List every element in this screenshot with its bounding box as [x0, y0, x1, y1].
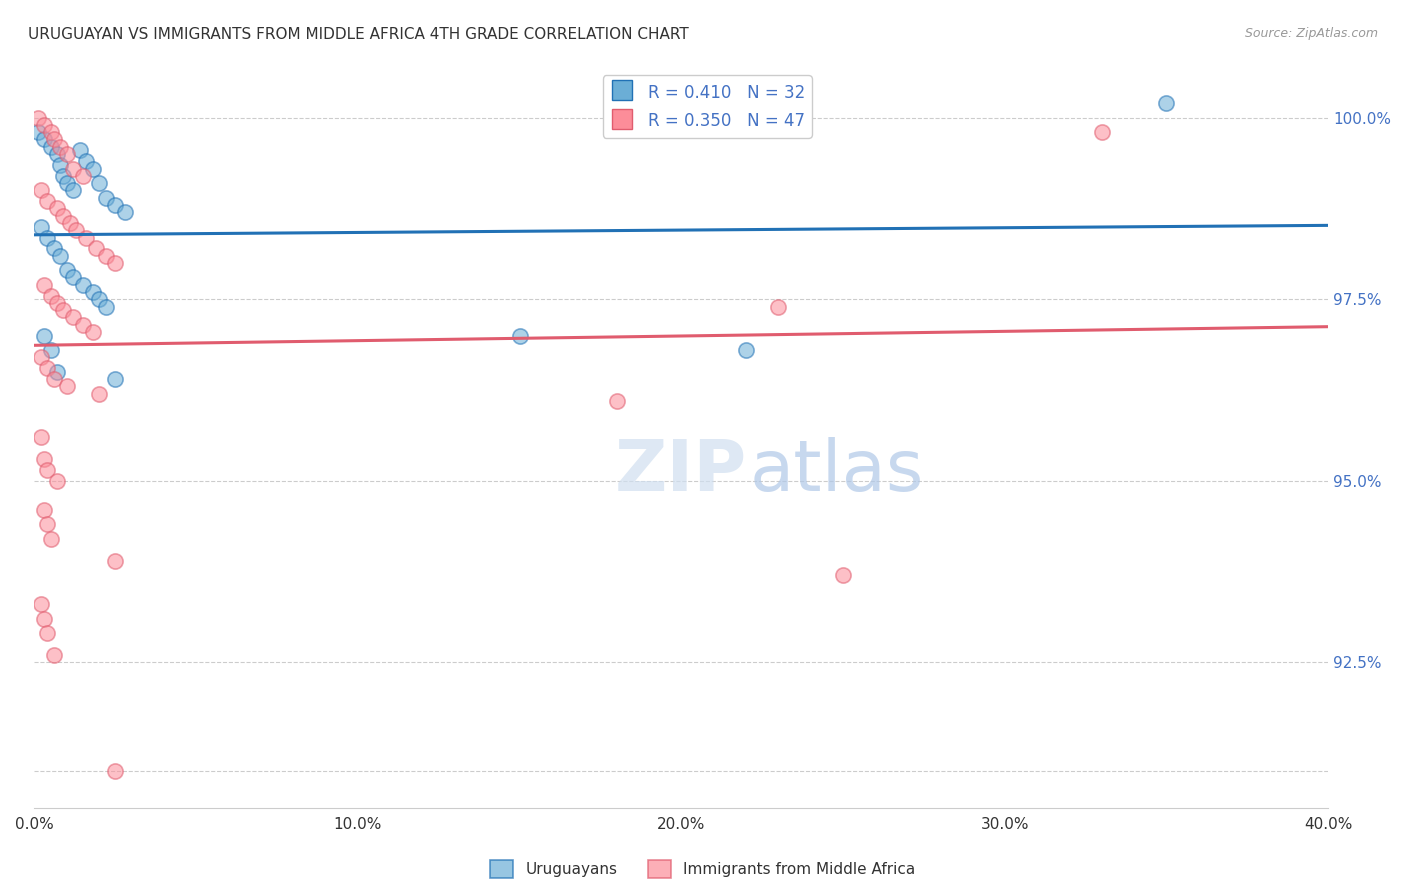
Point — [55, 147, 77, 161]
Point — [65, 223, 87, 237]
Point — [55, 263, 77, 277]
Point — [30, 351, 52, 365]
Point — [114, 205, 136, 219]
Point — [72, 318, 94, 332]
Point — [69, 144, 91, 158]
Text: URUGUAYAN VS IMMIGRANTS FROM MIDDLE AFRICA 4TH GRADE CORRELATION CHART: URUGUAYAN VS IMMIGRANTS FROM MIDDLE AFRI… — [28, 27, 689, 42]
Point — [37, 463, 59, 477]
Point — [32, 328, 55, 343]
Text: atlas: atlas — [749, 436, 924, 506]
Point — [104, 554, 127, 568]
Point — [37, 626, 59, 640]
Point — [32, 503, 55, 517]
Point — [37, 517, 59, 532]
Legend: R = 0.410   N = 32, R = 0.350   N = 47: R = 0.410 N = 32, R = 0.350 N = 47 — [603, 76, 811, 137]
Point — [94, 249, 117, 263]
Point — [509, 328, 531, 343]
Point — [39, 532, 62, 546]
Point — [82, 285, 104, 299]
Point — [37, 230, 59, 244]
Point — [32, 452, 55, 467]
Point — [52, 303, 75, 318]
Point — [104, 764, 127, 779]
Point — [46, 202, 69, 216]
Point — [87, 386, 110, 401]
Point — [46, 296, 69, 310]
Point — [104, 372, 127, 386]
Point — [768, 300, 790, 314]
Point — [1091, 125, 1114, 139]
Point — [30, 430, 52, 444]
Point — [104, 256, 127, 270]
Point — [32, 612, 55, 626]
Text: ZIP: ZIP — [616, 436, 748, 506]
Point — [27, 111, 49, 125]
Point — [59, 216, 82, 230]
Point — [1156, 96, 1178, 111]
Point — [82, 325, 104, 339]
Point — [75, 230, 97, 244]
Point — [52, 209, 75, 223]
Point — [87, 176, 110, 190]
Point — [84, 242, 107, 256]
Point — [46, 474, 69, 488]
Point — [52, 169, 75, 183]
Point — [49, 158, 72, 172]
Point — [55, 176, 77, 190]
Point — [46, 365, 69, 379]
Point — [94, 300, 117, 314]
Point — [42, 372, 65, 386]
Text: Source: ZipAtlas.com: Source: ZipAtlas.com — [1244, 27, 1378, 40]
Point — [75, 154, 97, 169]
Point — [735, 343, 758, 358]
Legend: Uruguayans, Immigrants from Middle Africa: Uruguayans, Immigrants from Middle Afric… — [484, 854, 922, 884]
Point — [32, 277, 55, 292]
Point — [27, 125, 49, 139]
Point — [87, 293, 110, 307]
Point — [39, 343, 62, 358]
Point — [39, 125, 62, 139]
Point — [62, 183, 84, 197]
Point — [49, 140, 72, 154]
Point — [39, 288, 62, 302]
Point — [94, 191, 117, 205]
Point — [37, 361, 59, 376]
Point — [32, 118, 55, 132]
Point — [606, 394, 628, 409]
Point — [55, 379, 77, 393]
Point — [42, 242, 65, 256]
Point — [82, 161, 104, 176]
Point — [42, 132, 65, 146]
Point — [72, 169, 94, 183]
Point — [49, 249, 72, 263]
Point — [62, 270, 84, 285]
Point — [30, 219, 52, 234]
Point — [62, 161, 84, 176]
Point — [104, 198, 127, 212]
Point — [39, 140, 62, 154]
Point — [37, 194, 59, 209]
Point — [32, 132, 55, 146]
Point — [30, 183, 52, 197]
Point — [832, 568, 855, 582]
Point — [62, 310, 84, 325]
Point — [30, 597, 52, 611]
Point — [42, 648, 65, 662]
Point — [72, 277, 94, 292]
Point — [46, 147, 69, 161]
